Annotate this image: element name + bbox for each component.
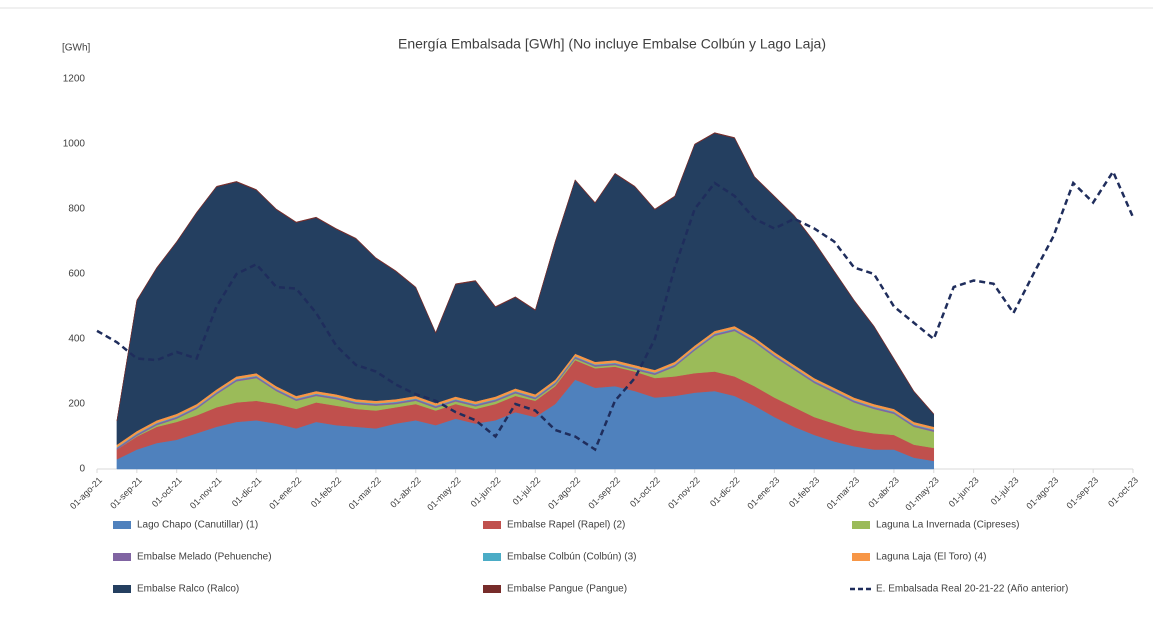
x-tick-label: 01-feb-22 (309, 475, 343, 509)
x-tick-label: 01-may-22 (425, 475, 462, 512)
x-tick-label: 01-nov-21 (188, 475, 224, 511)
x-tick-label: 01-oct-22 (628, 475, 662, 509)
y-axis-label: [GWh] (62, 43, 91, 54)
legend-swatch (113, 553, 131, 561)
y-tick-label: 400 (68, 334, 85, 345)
x-tick-label: 01-sep-23 (1065, 475, 1101, 511)
x-tick-label: 01-oct-21 (150, 475, 184, 509)
x-tick-label: 01-oct-23 (1106, 475, 1140, 509)
y-tick-label: 1000 (63, 139, 86, 150)
y-tick-label: 0 (79, 464, 85, 475)
chart-title: Energía Embalsada [GWh] (No incluye Emba… (398, 36, 826, 52)
legend-label: Embalse Ralco (Ralco) (137, 584, 239, 595)
legend-swatch (483, 553, 501, 561)
area (116, 132, 935, 421)
x-tick-label: 01-dic-22 (708, 475, 742, 509)
legend-label: Embalse Pangue (Pangue) (507, 584, 627, 595)
x-tick-label: 01-jul-22 (511, 475, 543, 507)
x-tick-label: 01-ago-23 (1024, 475, 1060, 511)
line (96, 168, 1135, 452)
legend-label: Laguna Laja (El Toro) (4) (876, 552, 986, 563)
y-tick-label: 800 (68, 204, 85, 215)
x-tick-label: 01-jun-22 (469, 475, 503, 509)
x-tick-label: 01-may-23 (903, 475, 940, 512)
legend-swatch (852, 521, 870, 529)
x-tick-label: 01-abr-22 (388, 475, 423, 510)
y-tick-label: 200 (68, 399, 85, 410)
x-tick-label: 01-abr-23 (866, 475, 901, 510)
y-tick-label: 1200 (63, 74, 86, 85)
legend-swatch (852, 553, 870, 561)
x-tick-label: 01-feb-23 (787, 475, 821, 509)
legend-label: Embalse Colbún (Colbún) (3) (507, 552, 637, 563)
legend-swatch (483, 521, 501, 529)
legend-label: Lago Chapo (Canutillar) (1) (137, 520, 258, 531)
legend-label: Embalse Melado (Pehuenche) (137, 552, 272, 563)
x-tick-label: 01-ago-22 (546, 475, 582, 511)
x-tick-label: 01-dic-21 (230, 475, 264, 509)
x-tick-label: 01-sep-22 (586, 475, 622, 511)
legend-swatch (483, 585, 501, 593)
x-tick-label: 01-ene-23 (745, 475, 781, 511)
legend-swatch (113, 521, 131, 529)
legend-label: Embalse Rapel (Rapel) (2) (507, 520, 625, 531)
x-tick-label: 01-mar-22 (347, 475, 383, 511)
y-tick-label: 600 (68, 269, 85, 280)
x-tick-label: 01-mar-23 (825, 475, 861, 511)
x-tick-label: 01-ene-22 (267, 475, 303, 511)
x-tick-label: 01-jun-23 (947, 475, 981, 509)
legend-swatch (113, 585, 131, 593)
x-tick-label: 01-nov-22 (666, 475, 702, 511)
legend-label: Laguna La Invernada (Cipreses) (876, 520, 1019, 531)
x-tick-label: 01-jul-23 (989, 475, 1021, 507)
x-tick-label: 01-sep-21 (108, 475, 144, 511)
legend-label: E. Embalsada Real 20-21-22 (Año anterior… (876, 584, 1068, 595)
x-tick-label: 01-ago-21 (68, 475, 104, 511)
